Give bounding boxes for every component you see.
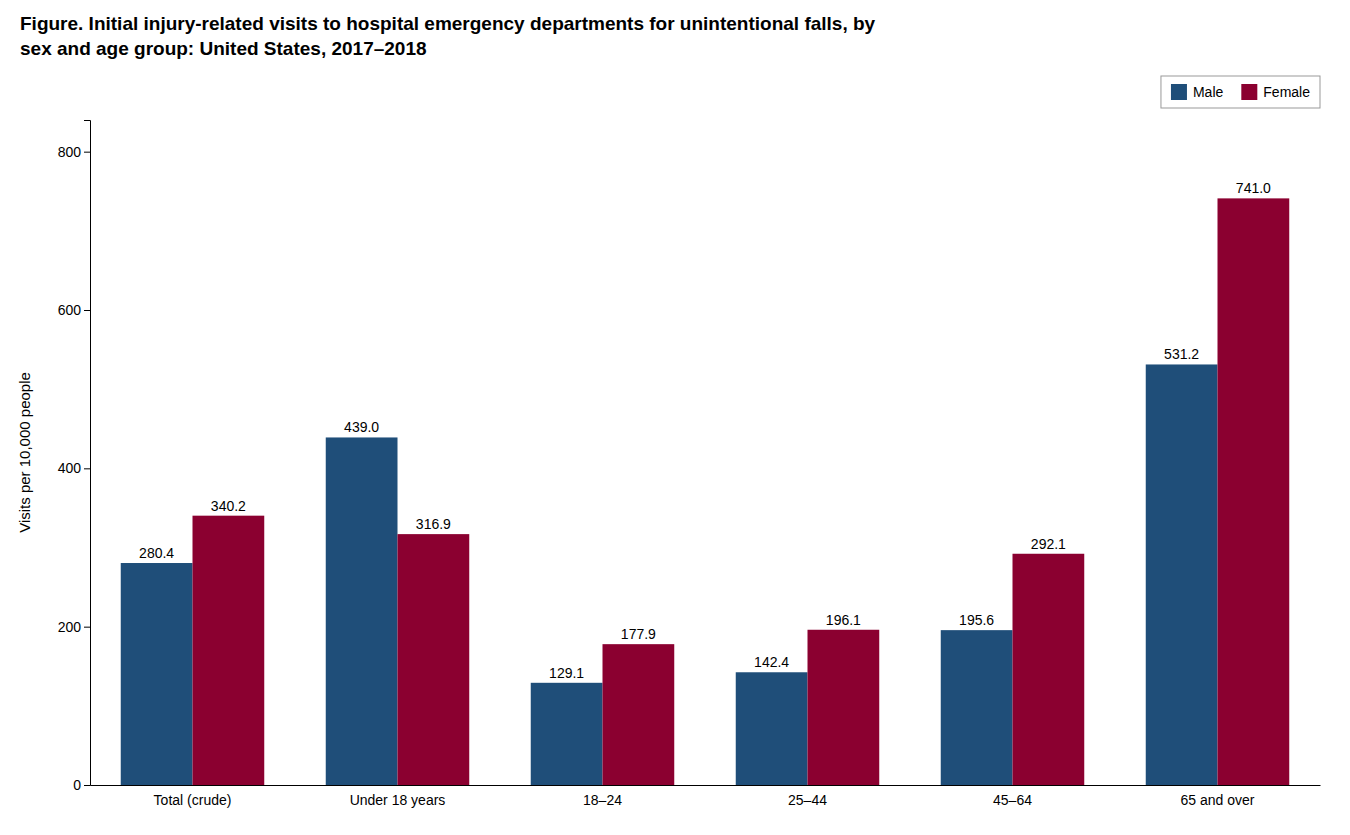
tick-label: Total (crude) xyxy=(154,792,232,808)
bar xyxy=(398,534,470,785)
tick-label: 0 xyxy=(73,777,81,793)
bar xyxy=(941,630,1013,785)
bar xyxy=(193,516,265,785)
tick-mark xyxy=(84,310,90,311)
bar xyxy=(1218,198,1290,785)
tick-mark xyxy=(84,785,90,786)
axis-line xyxy=(84,121,91,786)
tick-mark xyxy=(84,152,90,153)
tick-label: 25–44 xyxy=(788,792,827,808)
tick: 65 and over xyxy=(1181,792,1255,808)
tick-label: 400 xyxy=(58,460,82,476)
legend-label: Male xyxy=(1193,84,1224,100)
axis-line xyxy=(91,785,1321,786)
bar xyxy=(1146,364,1218,785)
tick-label: 18–24 xyxy=(583,792,622,808)
tick-label: 45–64 xyxy=(993,792,1032,808)
x-axis: Total (crude) Under 18 years 18–24 25–44 45–… xyxy=(91,786,1321,808)
data-label: 129.1 xyxy=(549,665,584,681)
series xyxy=(121,364,1218,785)
tick: Total (crude) xyxy=(154,792,232,808)
data-label: 142.4 xyxy=(754,654,789,670)
bar xyxy=(736,672,808,785)
bar xyxy=(121,563,193,785)
tick: 45–64 xyxy=(993,792,1032,808)
title-line: Figure. Initial injury-related visits to… xyxy=(20,13,876,34)
data-label: 741.0 xyxy=(1236,180,1271,196)
data-label: 195.6 xyxy=(959,612,994,628)
tick: 18–24 xyxy=(583,792,622,808)
legend-swatch xyxy=(1171,84,1187,100)
tick-label: 600 xyxy=(58,302,82,318)
tick-label: 800 xyxy=(58,144,82,160)
data-label: 292.1 xyxy=(1031,536,1066,552)
legend-frame xyxy=(1161,76,1320,108)
legend-label: Female xyxy=(1263,84,1310,100)
tick-mark xyxy=(84,468,90,469)
plot: 280.4 439.0 129.1 142.4 195.6 531.2 340.2 316.9… xyxy=(16,121,1321,808)
y-axis: 0 200 400 600 800 xyxy=(58,121,91,793)
tick: 25–44 xyxy=(788,792,827,808)
data-label: 340.2 xyxy=(211,498,246,514)
bars xyxy=(121,198,1290,785)
data-labels: 280.4 439.0 129.1 142.4 195.6 531.2 340.2 316.9… xyxy=(139,180,1271,680)
tick-label: 200 xyxy=(58,619,82,635)
bar xyxy=(808,630,880,785)
legend-item: Female xyxy=(1241,84,1310,100)
tick-label: 65 and over xyxy=(1181,792,1255,808)
data-label: 280.4 xyxy=(139,545,174,561)
data-label: 439.0 xyxy=(344,419,379,435)
tick-mark xyxy=(84,627,90,628)
title-line: sex and age group: United States, 2017–2… xyxy=(20,38,427,59)
data-label: 531.2 xyxy=(1164,346,1199,362)
bar xyxy=(326,437,398,785)
data-label: 177.9 xyxy=(621,626,656,642)
legend-swatch xyxy=(1241,84,1257,100)
y-axis-title: Visits per 10,000 people xyxy=(16,372,33,533)
series xyxy=(193,198,1290,785)
legend: Male Female xyxy=(1161,76,1320,108)
tick: 600 xyxy=(58,302,90,318)
tick: 0 xyxy=(73,777,90,793)
bar xyxy=(603,644,675,785)
chart: Figure. Initial injury-related visits to… xyxy=(0,0,1350,835)
background xyxy=(0,0,1350,835)
data-label: 316.9 xyxy=(416,516,451,532)
bar xyxy=(1013,554,1085,785)
tick: 400 xyxy=(58,460,90,476)
tick: 800 xyxy=(58,144,90,160)
bar xyxy=(531,683,603,785)
tick-label: Under 18 years xyxy=(350,792,446,808)
data-label: 196.1 xyxy=(826,612,861,628)
tick: 200 xyxy=(58,619,90,635)
tick: Under 18 years xyxy=(350,792,446,808)
legend-item: Male xyxy=(1171,84,1224,100)
title: Figure. Initial injury-related visits to… xyxy=(20,13,876,59)
